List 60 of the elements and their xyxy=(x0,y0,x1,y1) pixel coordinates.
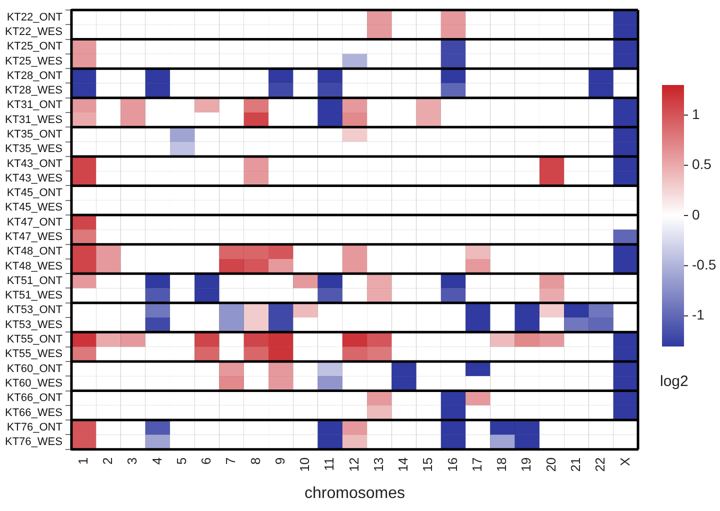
y-tick-label: KT66_WES xyxy=(4,406,62,419)
x-tick-label: 17 xyxy=(469,457,484,472)
y-tick-label: KT53_ONT xyxy=(6,304,63,316)
y-tick-label: KT43_WES xyxy=(4,172,62,184)
x-tick-label: 14 xyxy=(396,457,411,472)
x-tick-label: 3 xyxy=(124,457,140,465)
color-bar-label: 1 xyxy=(692,106,700,122)
y-tick-label: KT53_WES xyxy=(4,318,62,331)
x-tick-label: 9 xyxy=(272,457,288,465)
y-tick-label: KT48_WES xyxy=(4,260,62,272)
y-tick-label: KT25_ONT xyxy=(6,40,63,53)
x-tick-label: 4 xyxy=(149,457,164,465)
y-tick-label: KT35_ONT xyxy=(6,128,63,141)
x-tick-label: 18 xyxy=(494,457,510,472)
x-tick-label: 11 xyxy=(322,457,337,471)
y-tick-label: KT60_ONT xyxy=(6,362,63,375)
x-tick-label: 7 xyxy=(223,457,238,465)
x-tick-label: 6 xyxy=(198,457,214,465)
x-tick-label: 12 xyxy=(346,457,362,472)
y-tick-label: KT43_ONT xyxy=(6,158,63,170)
y-tick-label: KT45_WES xyxy=(4,202,62,214)
x-tick-label: 16 xyxy=(444,457,460,472)
x-tick-label: 1 xyxy=(75,457,90,465)
x-tick-label: 8 xyxy=(248,457,263,465)
y-tick-label: KT22_ONT xyxy=(6,11,63,24)
y-tick-label: KT47_WES xyxy=(4,231,62,244)
x-tick-label: 10 xyxy=(297,457,312,472)
x-tick-label: 5 xyxy=(174,457,189,465)
y-tick-label: KT55_WES xyxy=(4,348,62,360)
x-tick-label: 2 xyxy=(100,457,115,465)
y-tick-label: KT51_ONT xyxy=(6,274,63,287)
y-tick-label: KT76_ONT xyxy=(6,421,63,434)
y-tick-label: KT76_WES xyxy=(4,436,62,448)
y-tick-label: KT55_ONT xyxy=(6,334,63,346)
color-bar-title: log2 xyxy=(660,373,688,390)
y-tick-label: KT31_WES xyxy=(4,114,62,126)
x-tick-label: 13 xyxy=(370,457,386,472)
y-tick-label: KT28_WES xyxy=(4,84,62,97)
x-tick-label: 21 xyxy=(568,457,583,472)
x-tick-label: 22 xyxy=(592,457,608,472)
y-tick-label: KT22_WES xyxy=(4,26,62,38)
y-tick-label: KT28_ONT xyxy=(6,70,63,82)
x-tick-label: 19 xyxy=(518,457,534,472)
x-tick-label: X xyxy=(617,457,632,466)
y-tick-label: KT45_ONT xyxy=(6,187,63,200)
x-tick-label: 20 xyxy=(543,457,558,472)
color-bar-label: -1 xyxy=(692,306,705,323)
x-tick-label: 15 xyxy=(420,457,436,472)
y-tick-label: KT51_WES xyxy=(4,290,62,302)
color-bar-label: 0 xyxy=(692,206,700,222)
y-tick-label: KT60_WES xyxy=(4,377,62,390)
y-tick-label: KT31_ONT xyxy=(6,99,63,112)
y-tick-label: KT48_ONT xyxy=(6,246,63,258)
x-axis-title: chromosomes xyxy=(304,484,405,502)
y-tick-label: KT35_WES xyxy=(4,143,62,156)
y-tick-label: KT25_WES xyxy=(4,55,62,68)
y-tick-label: KT47_ONT xyxy=(6,216,63,228)
y-tick-label: KT66_ONT xyxy=(6,392,63,404)
color-bar-label: -0.5 xyxy=(692,256,716,273)
color-bar-label: 0.5 xyxy=(692,156,712,172)
